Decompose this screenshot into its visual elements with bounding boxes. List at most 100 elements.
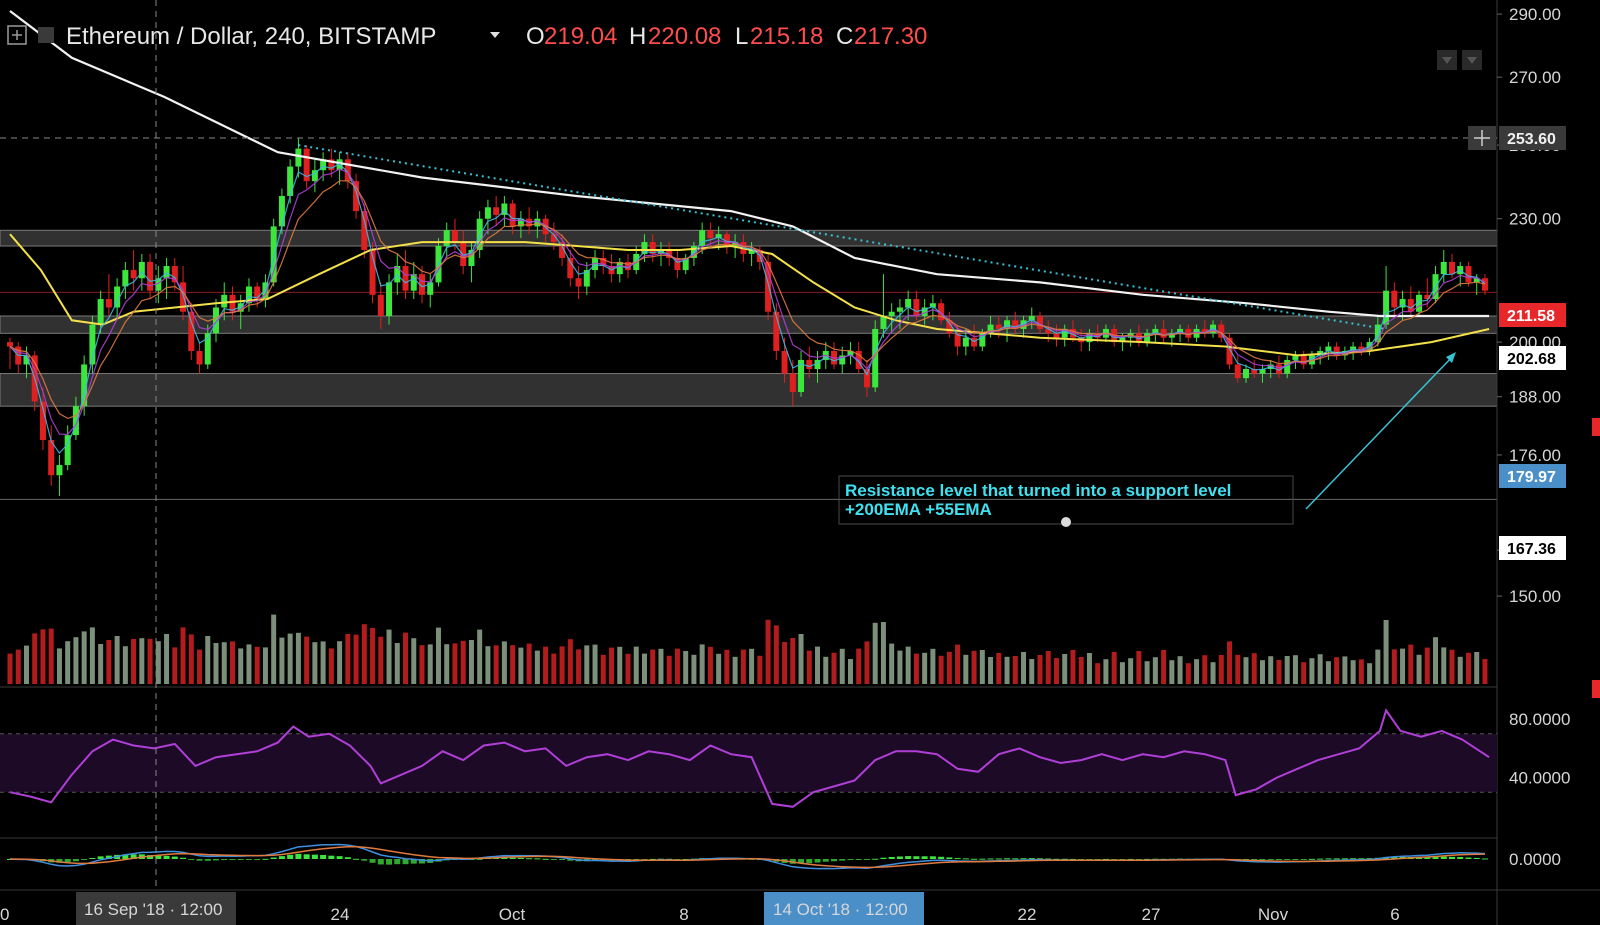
volume-bar: [1391, 649, 1397, 684]
volume-bar: [683, 651, 689, 684]
crosshair-plus-icon[interactable]: [1468, 126, 1496, 150]
scroll-buttons: [1437, 50, 1482, 70]
macd-histogram-bar: [221, 859, 228, 860]
macd-histogram-bar: [1465, 857, 1472, 859]
candle-body: [493, 207, 500, 215]
volume-bar: [477, 629, 483, 684]
price-tick-label: 176.00: [1509, 446, 1561, 465]
volume-bar: [963, 654, 969, 684]
caret-down-icon[interactable]: [490, 32, 500, 38]
time-cursor-labels: 16 Sep '18 · 12:00 14 Oct '18 · 12:00: [76, 892, 924, 925]
candle-body: [97, 299, 104, 325]
time-cursor-right: 14 Oct '18 · 12:00: [773, 900, 908, 919]
candle-body: [295, 148, 302, 167]
annotation-handle[interactable]: [1061, 517, 1071, 527]
candle-body: [23, 355, 30, 365]
time-tick-label: Nov: [1258, 905, 1289, 924]
candle-body: [1053, 333, 1060, 338]
macd-histogram-bar: [204, 859, 211, 861]
volume-bar: [979, 650, 985, 684]
candle-body: [1325, 346, 1332, 351]
macd-histogram-bar: [962, 858, 969, 860]
candle-body: [402, 266, 409, 291]
volume-bar: [823, 656, 829, 684]
candle-body: [410, 274, 417, 291]
annotation-line-1: Resistance level that turned into a supp…: [845, 481, 1231, 500]
volume-bar: [98, 644, 104, 684]
volume-bar: [1251, 653, 1257, 684]
macd-histogram-bar: [905, 856, 912, 859]
candle-body: [1300, 355, 1307, 365]
badge-low-line-price: 167.36: [1507, 541, 1556, 558]
volume-bar: [1441, 647, 1447, 684]
candle-body: [1292, 355, 1299, 360]
volume-bar: [197, 649, 203, 684]
candle-body: [1185, 328, 1192, 338]
candle-body: [1391, 290, 1398, 308]
macd-histogram-bar: [320, 854, 327, 859]
annotation-line-2: +200EMA +55EMA: [845, 500, 992, 519]
macd-histogram-bar: [1449, 856, 1455, 859]
macd-histogram-bar: [831, 859, 837, 862]
price-tick-label: 150.00: [1509, 587, 1561, 606]
rsi-line: [9, 708, 1490, 808]
macd-line: [9, 843, 1486, 870]
add-symbol-icon[interactable]: [7, 25, 27, 45]
macd-histogram-bar: [394, 859, 401, 865]
volume-bar: [1416, 654, 1422, 684]
candle-body: [896, 307, 903, 312]
volume-bar: [765, 619, 771, 684]
zone-0: [0, 229, 1498, 247]
candle-body: [7, 342, 13, 347]
macd-histogram-bar: [1317, 858, 1324, 860]
volume-bar: [1053, 658, 1059, 684]
candle-body: [56, 465, 63, 476]
candle-body: [954, 333, 961, 347]
macd-histogram-bar: [847, 859, 854, 860]
volume-bar: [213, 643, 219, 684]
candle-body: [336, 159, 343, 171]
volume-bar: [345, 634, 351, 684]
macd-histogram-bar: [303, 854, 310, 859]
macd-histogram-bar: [402, 859, 409, 865]
macd-histogram-bar: [896, 856, 903, 859]
volume-bar: [1177, 656, 1183, 684]
badge-last-price-bg: [1499, 303, 1566, 327]
macd-histogram-bar: [213, 859, 219, 861]
volume-bar: [1474, 652, 1480, 684]
candle-body: [460, 242, 467, 267]
volume-bar: [1029, 659, 1035, 684]
macd-histogram-bar: [814, 859, 821, 863]
candle-body: [707, 230, 714, 239]
symbol-title[interactable]: Ethereum / Dollar, 240, BITSTAMP: [66, 23, 436, 50]
macd-histogram-bar: [1481, 858, 1488, 860]
volume-bar: [147, 638, 153, 684]
volume-bar: [155, 641, 161, 684]
volume-bar: [304, 636, 310, 684]
candle-body: [369, 249, 376, 295]
volume-bar: [122, 646, 128, 684]
volume-bar: [666, 655, 672, 684]
volume-bar: [856, 648, 862, 684]
time-cursor-right-bg: [764, 892, 924, 925]
volume-bar: [609, 647, 615, 684]
candle-body: [592, 257, 599, 271]
volume-bar: [411, 638, 417, 684]
volume-bar: [1169, 660, 1175, 684]
badge-cursor-price-bg: [1499, 464, 1566, 488]
volume-bar: [559, 646, 565, 684]
candle-body: [39, 401, 46, 441]
ohlc-high-key: H: [629, 23, 646, 50]
macd-histogram-bar: [1325, 858, 1332, 860]
macd-histogram-bar: [196, 859, 203, 861]
volume-bar: [1482, 659, 1488, 684]
ohlc-open-key: O: [526, 23, 545, 50]
volume-bar: [89, 627, 95, 684]
candle-body: [616, 261, 623, 275]
macd-histogram-bar: [1308, 858, 1315, 860]
volume-bar: [353, 634, 359, 684]
candle-body: [1119, 337, 1126, 343]
candle-body: [155, 278, 162, 291]
candle-body: [625, 261, 631, 271]
candle-body: [1374, 324, 1381, 343]
